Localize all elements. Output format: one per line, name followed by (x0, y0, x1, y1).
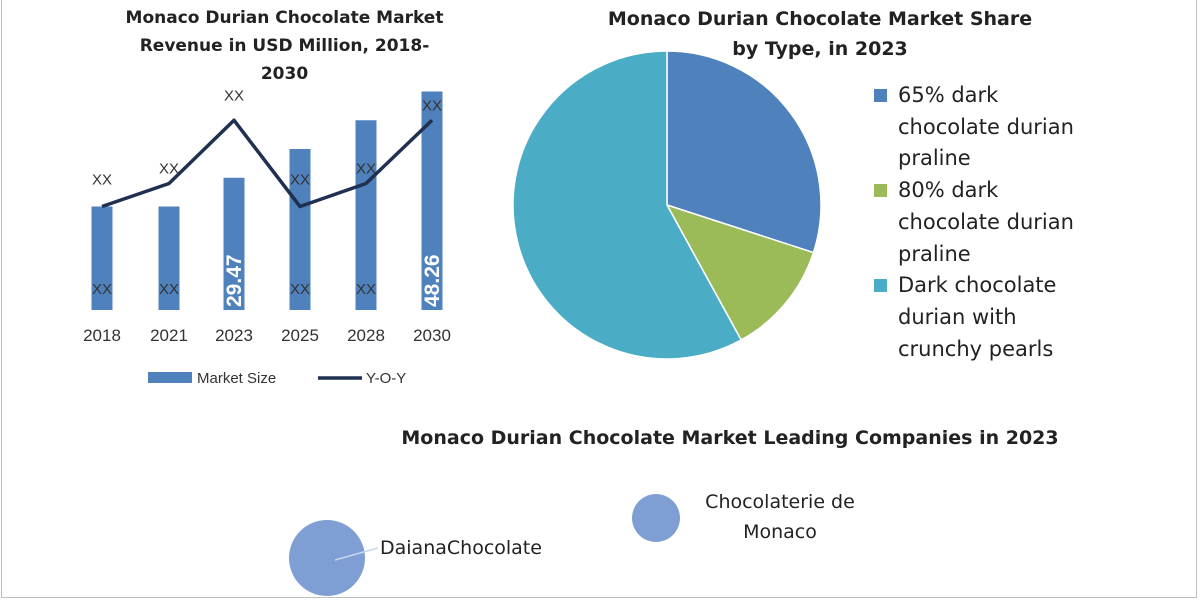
revenue-bar-line-chart: XX XX 29.47 XX XX 48.26 XX XX XX XX XX XX 2018 2021 20… (83, 87, 451, 387)
market-size-bar (289, 149, 311, 310)
bubble-label-line: Chocolaterie de (705, 491, 855, 513)
pie-legend: 65% dark chocolate durian praline 80% da… (874, 80, 1104, 365)
pie-legend-label: 65% dark (898, 83, 999, 107)
bubble-leader-line (334, 547, 379, 561)
legend-swatch (874, 184, 887, 198)
pie-legend-label: crunchy pearls (898, 336, 1054, 361)
bar-data-label: XX (356, 281, 376, 298)
bar-chart-title: Monaco Durian Chocolate Market Revenue i… (112, 4, 457, 88)
bubble-label-daiana: DaianaChocolate (380, 537, 542, 559)
bubble-label-chocolaterie: Chocolaterie de Monaco (690, 487, 870, 547)
legend-bar-swatch (148, 372, 192, 383)
legend-swatch (874, 89, 887, 102)
legend-line-label: Y-O-Y (366, 370, 406, 387)
bar-title-line: Revenue in USD Million, 2018- (139, 36, 430, 56)
leading-companies-bubbles (289, 494, 680, 596)
pie-chart-title: Monaco Durian Chocolate Market Share by … (560, 4, 1080, 64)
bar-data-label: 29.47 (223, 254, 246, 307)
x-tick-label: 2023 (215, 326, 253, 345)
pie-legend-label: praline (898, 146, 971, 171)
yoy-data-label: XX (422, 97, 442, 114)
pie-legend-entry: Dark chocolate durian with crunchy pearl… (874, 270, 1104, 365)
yoy-line (101, 118, 434, 209)
pie-legend-label: chocolate durian (898, 209, 1074, 234)
leading-companies-title: Monaco Durian Chocolate Market Leading C… (401, 427, 1059, 449)
pie-legend-label: Dark chocolate (898, 273, 1057, 298)
pie-title-line: Monaco Durian Chocolate Market Share (607, 8, 1033, 30)
market-size-bar (355, 120, 377, 310)
pie-legend-entry: 65% dark chocolate durian praline (874, 80, 1104, 175)
yoy-data-label: XX (224, 87, 244, 104)
yoy-data-label: XX (356, 161, 376, 178)
pie-title-line: by Type, in 2023 (732, 38, 908, 60)
pie-legend-entry: 80% dark chocolate durian praline (874, 175, 1104, 270)
x-tick-label: 2030 (413, 326, 451, 345)
x-tick-label: 2028 (347, 326, 385, 345)
x-tick-label: 2025 (281, 326, 319, 345)
market-share-pie-chart (512, 50, 822, 360)
pie-legend-label: 80% dark (898, 178, 999, 203)
bar-data-label: XX (290, 281, 310, 298)
company-bubble (632, 494, 680, 542)
yoy-data-label: XX (290, 172, 310, 189)
bar-data-label: 48.26 (421, 254, 444, 307)
company-bubble (289, 520, 365, 596)
market-size-bar (158, 206, 180, 310)
pie-legend-label: praline (898, 241, 971, 266)
pie-slice (665, 203, 815, 341)
market-size-bar (91, 206, 113, 310)
market-size-bar (421, 91, 443, 310)
bar-title-line: Monaco Durian Chocolate Market (125, 8, 444, 28)
market-size-bar (223, 177, 245, 310)
yoy-data-label: XX (159, 161, 179, 178)
x-tick-label: 2021 (150, 326, 188, 345)
bar-data-label: XX (92, 281, 112, 298)
legend-swatch (874, 279, 887, 293)
pie-slice (666, 50, 822, 254)
bubble-label-line: Monaco (743, 521, 817, 543)
bar-data-label: XX (159, 281, 179, 298)
yoy-data-label: XX (92, 172, 112, 189)
x-tick-label: 2018 (83, 326, 121, 345)
legend-bar-label: Market Size (197, 370, 276, 387)
bar-title-line: 2030 (260, 64, 309, 84)
pie-legend-label: chocolate durian (898, 114, 1074, 139)
pie-slice (512, 50, 743, 360)
pie-legend-label: durian with (898, 304, 1017, 329)
